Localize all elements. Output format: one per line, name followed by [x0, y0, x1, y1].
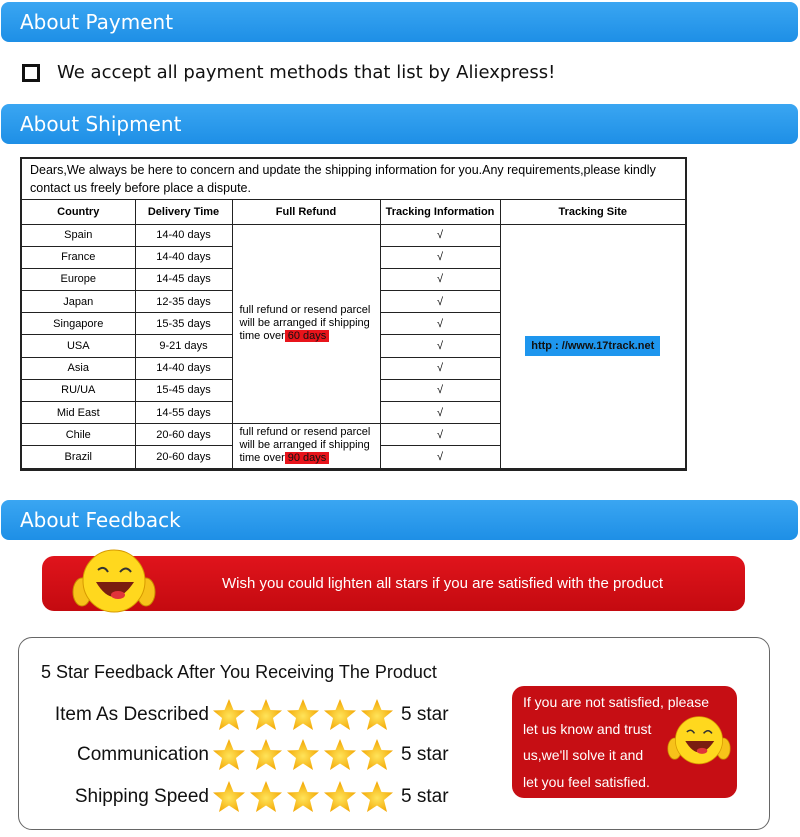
tracking-site-cell: http : //www.17track.net — [499, 223, 685, 469]
tracking-check-cell: √ — [379, 400, 500, 425]
tracking-check-cell: √ — [379, 290, 500, 314]
rating-value: 5 star — [401, 786, 449, 807]
col-delivery-time: Delivery Time — [134, 200, 233, 225]
note-line: let us know and trust — [523, 720, 652, 737]
table-row: Spain 14-40 days full refund or resend pa… — [22, 223, 685, 469]
note-line: us,we'll solve it and — [523, 747, 644, 763]
delivery-time-cell: 12-35 days — [134, 290, 233, 314]
note-line: If you are not satisfied, please — [523, 694, 709, 710]
delivery-time-cell: 20-60 days — [134, 423, 233, 447]
shipping-table: Dears,We always be here to concern and u… — [20, 157, 687, 471]
feedback-banner: Wish you could lighten all stars if you … — [42, 556, 745, 611]
rating-row: Item As Described 5 star — [19, 698, 459, 732]
country-cell: Mid East — [22, 400, 136, 425]
note-line: let you feel satisfied. — [523, 773, 650, 790]
star-icon — [213, 739, 245, 770]
country-cell: Spain — [22, 223, 136, 247]
refund-days-highlight: 90 days — [284, 452, 330, 465]
shipping-intro: Dears,We always be here to concern and u… — [22, 159, 685, 200]
tracking-check-cell: √ — [379, 223, 501, 247]
star-rating — [212, 780, 394, 814]
col-full-refund: Full Refund — [231, 200, 381, 225]
tracking-check-cell: √ — [379, 445, 500, 469]
rating-value: 5 star — [401, 744, 449, 765]
payment-text: We accept all payment methods that list … — [57, 62, 556, 83]
delivery-time-cell: 9-21 days — [134, 334, 233, 358]
tracking-site-link[interactable]: http : //www.17track.net — [525, 336, 661, 357]
smiley-thumbs-up-icon — [667, 716, 731, 765]
country-cell: France — [22, 245, 136, 269]
about-payment-header: About Payment — [1, 2, 798, 42]
delivery-time-cell: 15-45 days — [134, 378, 233, 403]
country-cell: Japan — [22, 290, 136, 314]
rating-label: Communication — [77, 744, 209, 765]
star-icon — [287, 699, 319, 730]
star-icon — [324, 739, 356, 770]
star-icon — [213, 699, 245, 730]
refund-text: full refund or resend parcel will be arr… — [239, 304, 371, 343]
tracking-check-cell: √ — [379, 334, 500, 358]
tracking-check-cell: √ — [379, 356, 500, 380]
tracking-check-cell: √ — [379, 423, 500, 447]
delivery-time-cell: 14-40 days — [134, 245, 233, 269]
star-icon — [250, 739, 282, 770]
table-row: Brazil 20-60 days √ — [22, 445, 685, 469]
star-icon — [361, 699, 393, 730]
rating-label: Item As Described — [54, 704, 209, 725]
rating-row: Communication 5 star — [19, 738, 459, 772]
col-country: Country — [22, 200, 136, 225]
table-row: RU/UA 15-45 days √ — [22, 378, 685, 403]
star-icon — [324, 781, 356, 812]
star-icon — [250, 699, 282, 730]
table-row: USA 9-21 days √ — [22, 334, 685, 358]
table-row: Japan 12-35 days √ — [22, 290, 685, 314]
payment-note: We accept all payment methods that list … — [22, 62, 555, 83]
country-cell: USA — [22, 334, 136, 358]
country-cell: Europe — [22, 267, 136, 292]
rating-label: Shipping Speed — [74, 786, 209, 807]
star-icon — [287, 781, 319, 812]
table-row: Mid East 14-55 days √ — [22, 400, 685, 425]
star-icon — [213, 781, 245, 812]
country-cell: Brazil — [22, 445, 136, 469]
star-icon — [361, 781, 393, 812]
refund-cell: full refund or resend parcel will be arr… — [231, 223, 381, 425]
tracking-check-cell: √ — [379, 267, 500, 292]
about-shipment-header: About Shipment — [1, 104, 798, 144]
delivery-time-cell: 20-60 days — [134, 445, 233, 469]
delivery-time-cell: 14-45 days — [134, 267, 233, 292]
star-icon — [250, 781, 282, 812]
star-rating — [212, 738, 394, 772]
country-cell: Chile — [22, 423, 136, 447]
star-icon — [324, 699, 356, 730]
rating-row: Shipping Speed 5 star — [19, 780, 459, 814]
refund-cell: full refund or resend parcel will be arr… — [231, 423, 381, 469]
col-tracking-info: Tracking Information — [379, 200, 501, 225]
table-row: Europe 14-45 days √ — [22, 267, 685, 292]
country-cell: Singapore — [22, 312, 136, 336]
country-cell: RU/UA — [22, 378, 136, 403]
col-tracking-site: Tracking Site — [499, 200, 685, 225]
checkbox-icon — [22, 63, 40, 82]
delivery-time-cell: 14-40 days — [134, 223, 233, 247]
star-icon — [361, 739, 393, 770]
smiley-thumbs-up-icon — [72, 549, 156, 613]
about-feedback-header: About Feedback — [1, 500, 798, 540]
refund-days-highlight: 60 days — [284, 330, 330, 343]
feedback-title: 5 Star Feedback After You Receiving The … — [41, 662, 437, 682]
tracking-check-cell: √ — [379, 312, 500, 336]
tracking-check-cell: √ — [379, 245, 500, 269]
rating-value: 5 star — [401, 704, 449, 725]
delivery-time-cell: 14-40 days — [134, 356, 233, 380]
country-cell: Asia — [22, 356, 136, 380]
tracking-check-cell: √ — [379, 378, 500, 403]
refund-text: full refund or resend parcel will be arr… — [239, 426, 371, 465]
star-rating — [212, 698, 394, 732]
feedback-panel: 5 Star Feedback After You Receiving The … — [18, 637, 770, 830]
delivery-time-cell: 15-35 days — [134, 312, 233, 336]
delivery-time-cell: 14-55 days — [134, 400, 233, 425]
star-icon — [287, 739, 319, 770]
